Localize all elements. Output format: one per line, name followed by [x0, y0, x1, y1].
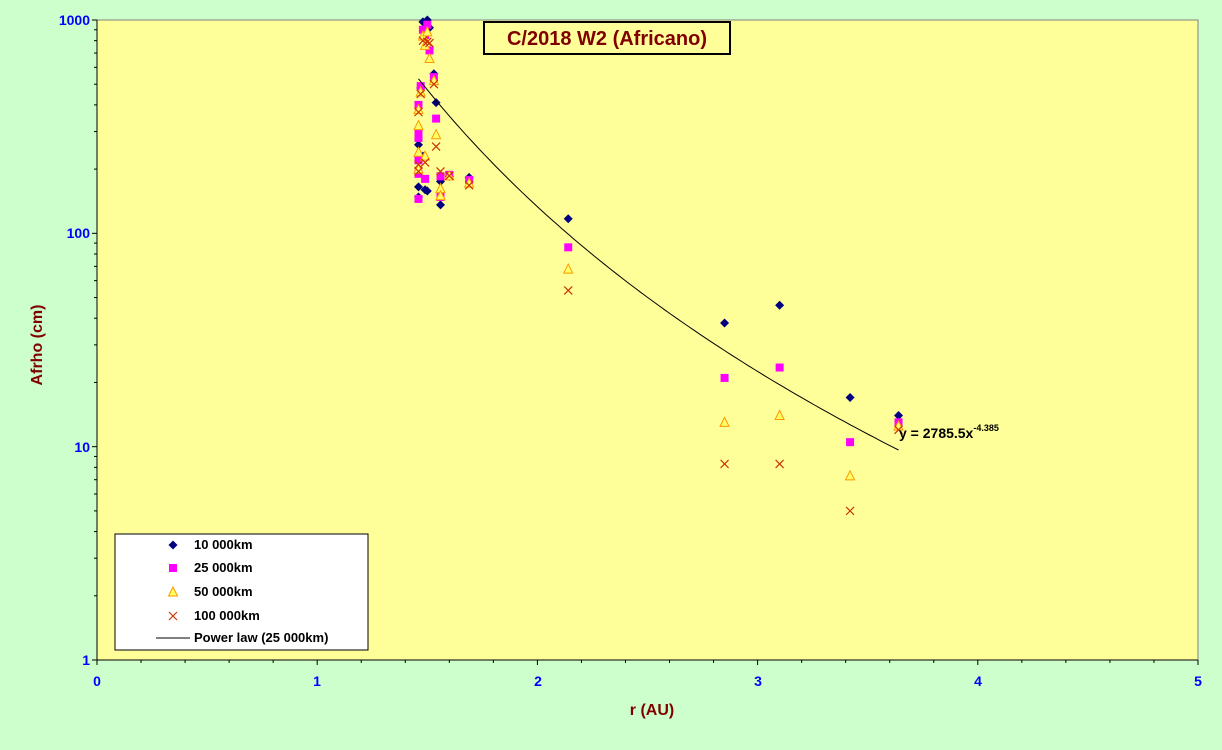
- data-point-50000km: [430, 128, 442, 140]
- x-tick-label-5: 5: [1194, 673, 1202, 689]
- power-law-trendline: [418, 78, 899, 451]
- data-point-100000km: [563, 285, 573, 295]
- legend-symbol-10000km: [168, 540, 178, 550]
- data-point-100000km: [464, 180, 474, 190]
- data-point-100000km: [444, 171, 454, 181]
- x-tick-label-2: 2: [534, 673, 542, 689]
- data-point-100000km: [845, 506, 855, 516]
- legend-symbol-50000km: [167, 585, 179, 597]
- data-point-10000km: [422, 186, 432, 196]
- data-point-10000km: [845, 393, 855, 403]
- data-point-25000km: [432, 114, 441, 123]
- x-minor-ticks: [96, 660, 1199, 665]
- data-point-10000km: [436, 200, 446, 210]
- legend-symbol-25000km: [169, 564, 177, 572]
- data-point-50000km: [844, 469, 856, 481]
- data-point-50000km: [421, 25, 433, 37]
- legend-symbols: [156, 540, 190, 639]
- legend-label-50000km: 50 000km: [194, 584, 253, 599]
- data-point-50000km: [419, 150, 431, 161]
- chart-title: C/2018 W2 (Africano): [507, 28, 707, 50]
- data-point-50000km: [435, 189, 446, 201]
- x-axis-title: r (AU): [630, 702, 674, 719]
- data-point-100000km: [775, 459, 785, 469]
- data-point-25000km: [414, 194, 423, 203]
- data-markers: [413, 15, 904, 516]
- data-point-100000km: [414, 167, 423, 176]
- y-tick-label-1000: 1000: [59, 12, 90, 28]
- y-tick-label-100: 100: [67, 225, 91, 241]
- data-point-100000km: [425, 38, 434, 48]
- data-point-10000km: [563, 214, 573, 224]
- legend: 10 000km 25 000km 50 000km 100 000km Pow…: [114, 533, 369, 651]
- y-minor-ticks: [92, 19, 97, 661]
- data-point-25000km: [414, 133, 423, 142]
- data-point-10000km: [894, 410, 904, 420]
- data-point-50000km: [774, 409, 785, 420]
- chart-title-box: C/2018 W2 (Africano): [483, 21, 731, 55]
- data-point-50000km: [424, 52, 435, 63]
- data-point-100000km: [414, 160, 423, 170]
- x-tick-label-3: 3: [754, 673, 762, 689]
- data-point-25000km: [846, 438, 855, 447]
- trendline-equation: y = 2785.5x-4.385: [899, 423, 999, 441]
- y-tick-label-10: 10: [74, 439, 90, 455]
- data-point-100000km: [429, 79, 439, 89]
- data-point-25000km: [436, 172, 445, 181]
- x-tick-label-1: 1: [313, 673, 321, 689]
- data-point-10000km: [431, 98, 441, 108]
- equation-main: y = 2785.5x: [899, 425, 974, 441]
- data-point-10000km: [413, 182, 423, 192]
- legend-label-25000km: 25 000km: [194, 560, 253, 575]
- legend-symbol-100000km: [168, 611, 178, 621]
- data-point-50000km: [562, 262, 574, 274]
- data-point-100000km: [720, 459, 729, 469]
- legend-label-100000km: 100 000km: [194, 608, 260, 623]
- data-point-25000km: [414, 127, 423, 136]
- y-tick-label-1: 1: [82, 652, 90, 668]
- data-point-25000km: [425, 46, 434, 55]
- data-point-100000km: [414, 107, 423, 117]
- data-point-100000km: [422, 37, 432, 47]
- data-point-25000km: [414, 156, 423, 165]
- data-point-50000km: [413, 119, 424, 131]
- data-point-100000km: [420, 157, 430, 167]
- chart-title-frame: [483, 21, 731, 55]
- legend-box: [114, 533, 369, 651]
- data-point-25000km: [775, 363, 784, 372]
- data-point-50000km: [719, 416, 730, 427]
- x-tick-label-4: 4: [974, 673, 982, 689]
- data-point-10000km: [720, 318, 730, 328]
- x-tick-label-0: 0: [93, 673, 101, 689]
- data-point-25000km: [421, 174, 430, 183]
- data-point-10000km: [413, 140, 423, 150]
- data-point-25000km: [418, 25, 427, 34]
- data-point-10000km: [775, 300, 785, 310]
- data-point-25000km: [414, 169, 423, 178]
- data-point-25000km: [423, 20, 432, 29]
- data-point-100000km: [894, 425, 903, 435]
- data-point-25000km: [564, 243, 573, 252]
- equation-exponent: -4.385: [973, 423, 999, 433]
- data-point-100000km: [416, 89, 426, 99]
- data-point-100000km: [431, 142, 441, 152]
- y-axis-title: Afrho (cm): [29, 305, 46, 386]
- data-point-100000km: [436, 167, 445, 176]
- legend-label-power-law: Power law (25 000km): [194, 630, 328, 645]
- legend-label-10000km: 10 000km: [194, 537, 253, 552]
- data-point-50000km: [413, 146, 424, 157]
- data-point-25000km: [720, 373, 729, 382]
